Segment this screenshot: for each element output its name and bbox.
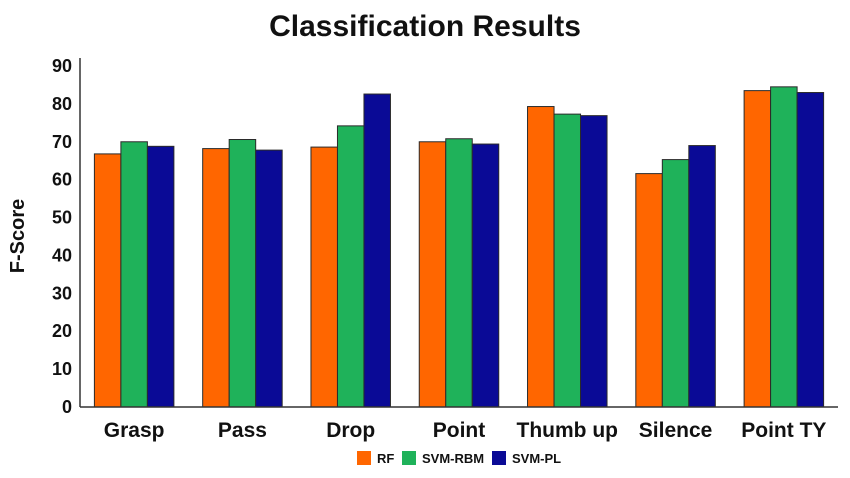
y-tick-labels: 0 10 20 30 40 50 60 70 80 90: [52, 56, 72, 417]
legend-swatch-svm-pl: [492, 451, 506, 465]
y-tick-label: 90: [52, 56, 72, 76]
bar-rf-pass: [202, 148, 230, 408]
bar-rf-silence: [635, 173, 663, 408]
legend-swatch-svm-rbm: [402, 451, 416, 465]
y-tick-label: 30: [52, 283, 72, 303]
bar-svm-pl-grasp: [146, 145, 175, 408]
x-tick-label: Grasp: [104, 419, 165, 442]
chart-title: Classification Results: [269, 10, 581, 43]
x-tick-label: Pass: [218, 419, 267, 442]
bars: [93, 86, 825, 408]
y-tick-label: 50: [52, 208, 72, 228]
bar-svm-rbm-point: [445, 138, 473, 408]
x-tick-label: Thumb up: [517, 419, 618, 442]
x-tick-label: Point TY: [741, 419, 826, 442]
y-tick-label: 10: [52, 359, 72, 379]
y-axis-label: F-Score: [7, 199, 29, 273]
x-tick-label: Point: [433, 419, 486, 442]
bar-svm-rbm-thumb-up: [553, 113, 582, 408]
bar-rf-drop: [310, 146, 338, 408]
y-tick-label: 0: [62, 397, 72, 417]
legend-label-svm-rbm: SVM-RBM: [422, 451, 484, 466]
bar-rf-thumb-up: [527, 106, 555, 408]
bar-svm-pl-thumb-up: [580, 115, 608, 408]
x-tick-labels: Grasp Pass Drop Point Thumb up Silence Point T…: [104, 419, 827, 442]
x-tick-label: Drop: [326, 419, 375, 442]
legend-swatch-rf: [357, 451, 371, 465]
legend: RF SVM-RBM SVM-PL: [357, 451, 561, 466]
bar-svm-pl-point-ty: [796, 92, 825, 408]
bar-rf-point-ty: [743, 90, 772, 408]
y-tick-label: 20: [52, 321, 72, 341]
bar-svm-rbm-pass: [228, 139, 257, 408]
y-tick-label: 80: [52, 94, 72, 114]
bar-svm-pl-pass: [255, 149, 283, 408]
bar-svm-pl-drop: [363, 93, 391, 408]
bar-svm-rbm-grasp: [120, 141, 148, 408]
bar-rf-point: [418, 141, 447, 408]
y-tick-label: 60: [52, 170, 72, 190]
bar-svm-rbm-silence: [661, 159, 690, 408]
bar-rf-grasp: [93, 153, 122, 408]
bar-svm-pl-point: [471, 143, 500, 408]
y-tick-label: 70: [52, 132, 72, 152]
bar-svm-rbm-drop: [336, 125, 365, 408]
y-tick-label: 40: [52, 245, 72, 265]
legend-label-rf: RF: [377, 451, 394, 466]
bar-svm-rbm-point-ty: [770, 86, 798, 408]
legend-label-svm-pl: SVM-PL: [512, 451, 561, 466]
bar-svm-pl-silence: [688, 145, 716, 408]
x-tick-label: Silence: [639, 419, 713, 442]
